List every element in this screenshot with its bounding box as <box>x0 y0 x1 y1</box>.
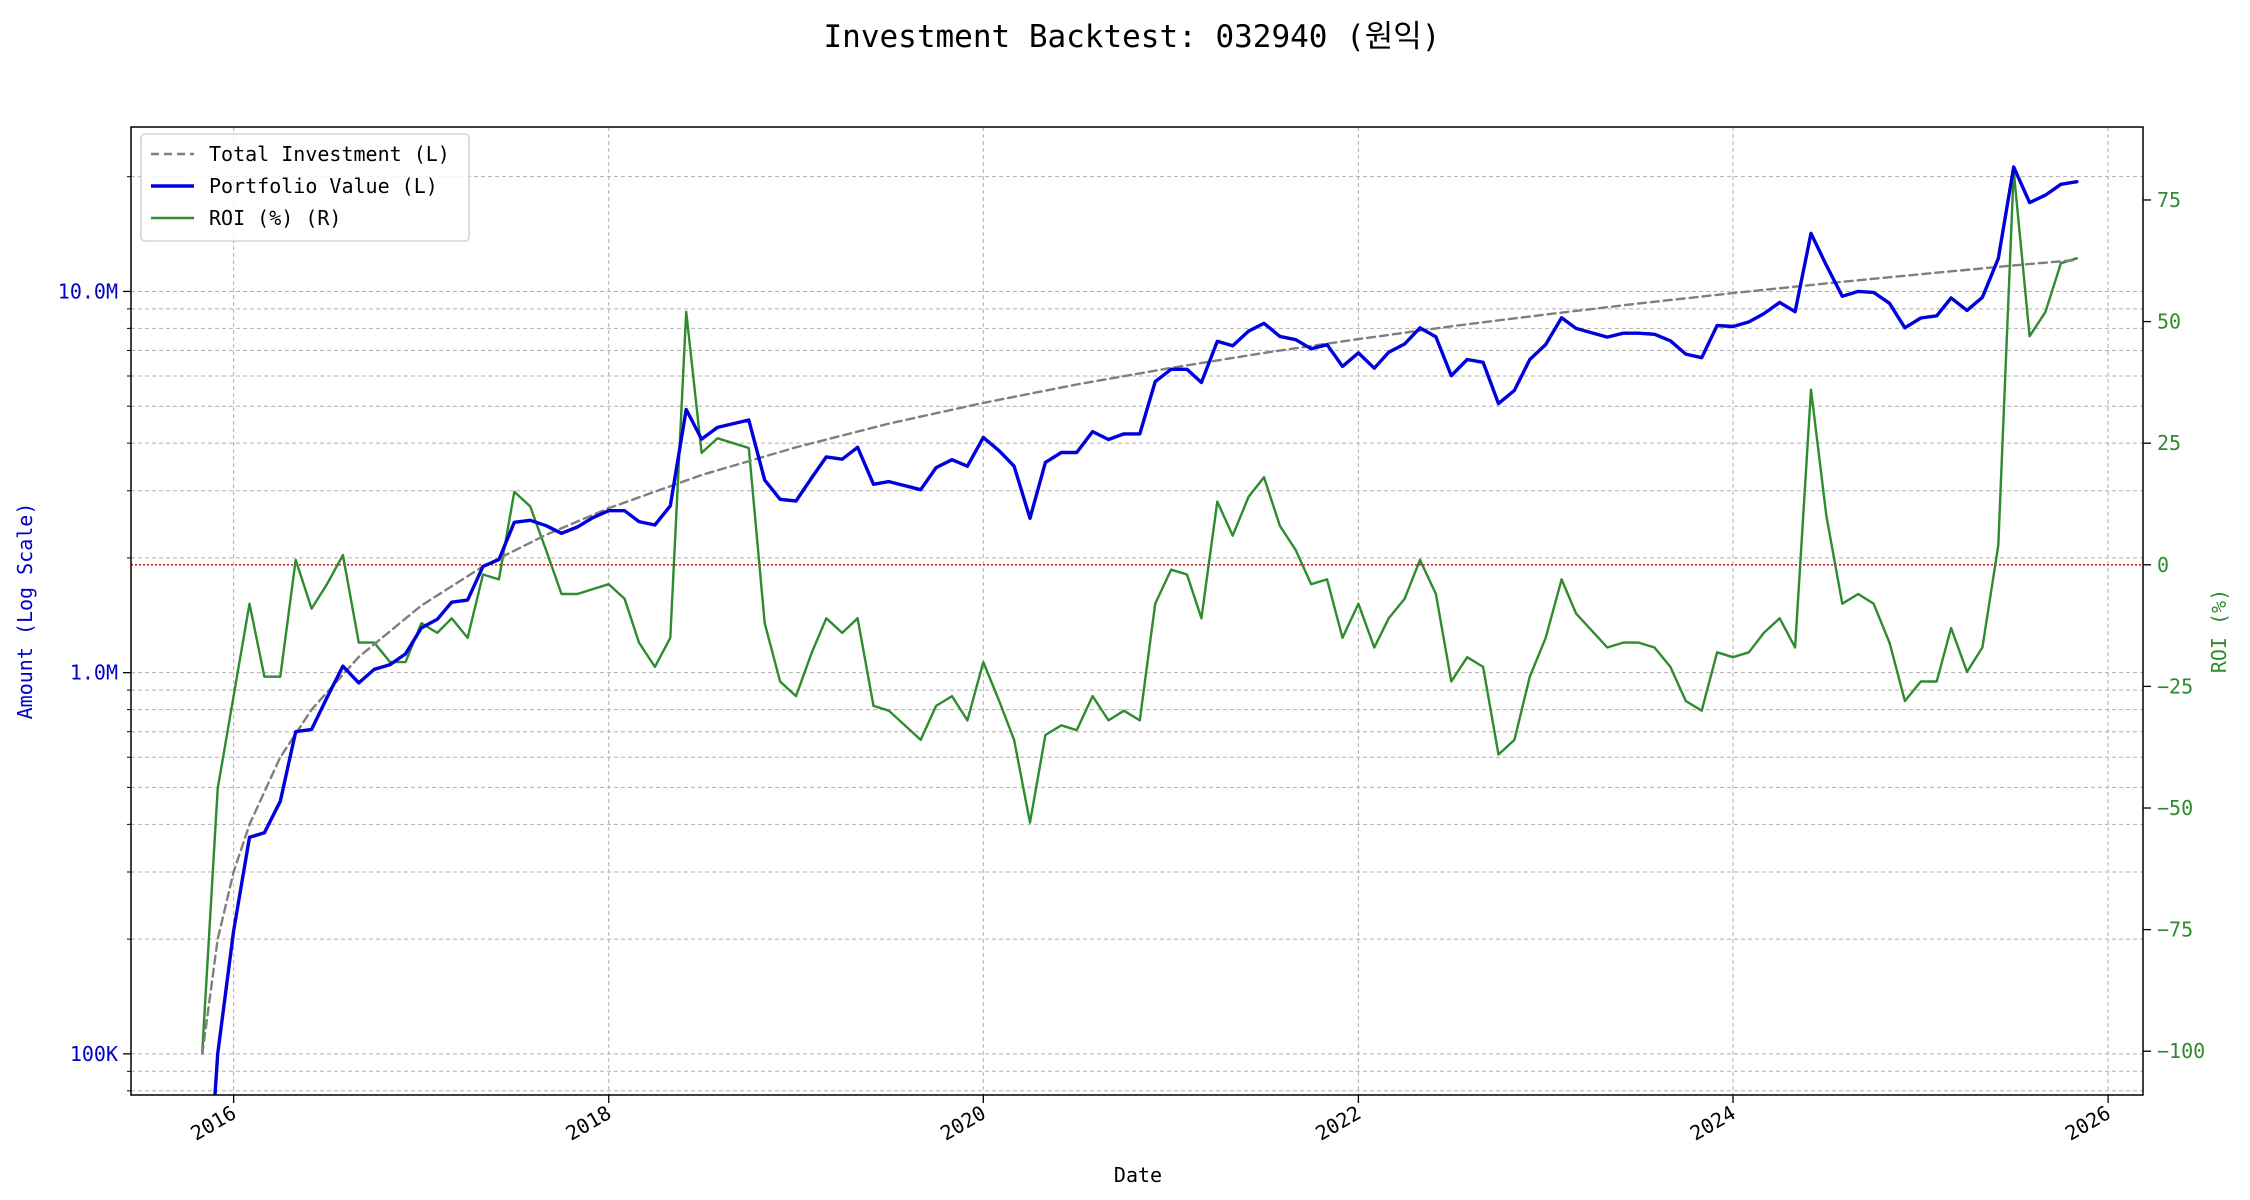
right-y-tick-label: 0 <box>2157 553 2169 577</box>
x-tick-label: 2016 <box>186 1101 240 1146</box>
x-tick-label: 2024 <box>1686 1101 1740 1146</box>
right-y-axis: −100 −75 −50 −25 0 25 50 75 <box>2143 188 2205 1063</box>
right-y-tick-label: 50 <box>2157 310 2181 334</box>
total-investment-line <box>201 258 2079 1056</box>
x-axis: 2016 2018 2020 2022 2024 2026 <box>186 1095 2115 1146</box>
grid <box>131 127 2143 1095</box>
legend-box <box>140 133 470 242</box>
right-y-tick-label: −25 <box>2157 674 2193 698</box>
left-y-tick-label: 100K <box>70 1042 118 1066</box>
x-tick-label: 2022 <box>1311 1101 1365 1146</box>
right-y-tick-label: −100 <box>2157 1039 2205 1063</box>
roi-line <box>201 169 2079 1053</box>
x-axis-label: Date <box>1114 1163 1162 1187</box>
chart-title: Investment Backtest: 032940 (원익) <box>824 19 1441 55</box>
right-y-axis-label: ROI (%) <box>2207 589 2231 673</box>
right-y-tick-label: 25 <box>2157 431 2181 455</box>
plot-frame <box>130 126 2144 1096</box>
right-y-tick-label: −50 <box>2157 796 2193 820</box>
x-tick-label: 2020 <box>936 1101 990 1146</box>
left-y-axis-label: Amount (Log Scale) <box>13 503 37 720</box>
left-y-tick-label: 10.0M <box>58 279 118 303</box>
series-layer <box>201 165 2079 1095</box>
x-tick-label: 2026 <box>2061 1101 2115 1146</box>
x-tick-label: 2018 <box>562 1101 616 1146</box>
legend-label-roi: ROI (%) (R) <box>209 206 341 230</box>
portfolio-value-line <box>213 165 2079 1095</box>
legend-label-total-investment: Total Investment (L) <box>209 142 450 166</box>
right-y-tick-label: −75 <box>2157 918 2193 942</box>
left-y-tick-label: 1.0M <box>70 661 118 685</box>
legend: Total Investment (L) Portfolio Value (L)… <box>140 133 470 242</box>
right-y-tick-label: 75 <box>2157 188 2181 212</box>
legend-label-portfolio-value: Portfolio Value (L) <box>209 174 438 198</box>
left-y-axis: 100K 1.0M 10.0M <box>58 176 131 1092</box>
